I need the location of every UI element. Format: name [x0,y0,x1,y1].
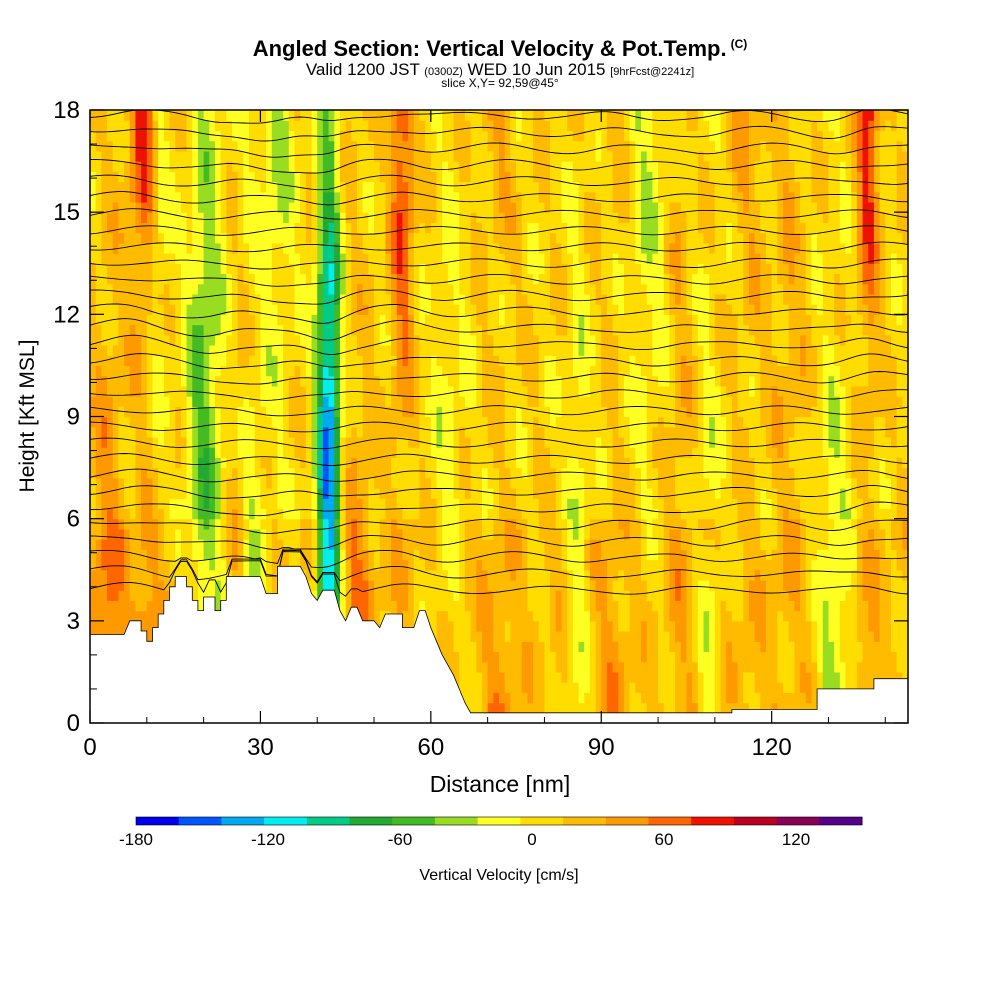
colorbar-label: Vertical Velocity [cm/s] [419,867,578,884]
colorbar-tick-label: -60 [388,830,413,849]
isentrope-line [90,484,908,499]
colorbar-swatch [221,817,265,825]
colorbar-swatch [520,817,564,825]
title-mark: (C) [730,36,748,51]
colorbar-swatch [605,817,649,825]
y-tick-label: 9 [67,404,80,431]
colorbar-swatch [434,817,479,825]
colorbar-swatch [178,817,222,825]
y-tick-label: 6 [67,506,80,533]
terrain-fill [90,565,908,723]
y-tick-label: 12 [53,301,80,328]
x-axis-label: Distance [nm] [430,771,571,797]
slice-label: slice X,Y= 92,59@45° [441,76,559,90]
isentrope-line [90,208,908,220]
isentrope-line [90,289,908,305]
isentrope-line [90,241,908,253]
isentrope-line [90,405,908,417]
isentrope-line [90,158,908,174]
isentrope-line [90,225,908,236]
colorbar: -180 -120 -60 0 60 120 [119,816,863,849]
colorbar-swatch [733,817,778,825]
isentrope-line [90,548,908,569]
isentrope-line [90,501,908,517]
colorbar-tick-label: 0 [527,830,536,849]
y-axis-label: Height [Kft MSL] [16,340,39,493]
isentrope-line [90,125,908,142]
isentrope-line [90,388,908,401]
colorbar-swatch [477,817,521,825]
isentrope-line [90,371,908,385]
y-tick-label: 15 [53,199,80,226]
isentrope-line [90,257,908,270]
colorbar-swatch [648,817,692,825]
colorbar-swatch [392,817,436,825]
isentrope-line [90,518,908,534]
colorbar-tick-label: -120 [251,830,285,849]
x-tick-label: 90 [588,734,615,761]
colorbar-swatch [264,817,308,825]
chart-title: Angled Section: Vertical Velocity & Pot.… [0,36,1000,62]
isentrope-line [90,191,908,206]
y-tick-label: 0 [67,710,80,737]
colorbar-swatch [306,817,350,825]
x-tick-label: 30 [247,734,274,761]
colorbar-tick-label: 120 [782,830,810,849]
title-text: Angled Section: Vertical Velocity & Pot.… [252,36,727,61]
y-tick-label: 3 [67,608,80,635]
colorbar-frame [135,816,863,826]
isentrope-line [90,437,908,450]
isentrope-line [90,549,908,583]
colorbar-swatch [819,817,863,825]
subtitle-utc: (0300Z) [424,66,463,78]
isentrope-line [90,453,908,466]
terrain-mask [90,565,908,723]
colorbar-swatch [776,817,820,825]
colorbar-swatch [136,817,180,825]
colorbar-tick-label: -180 [119,830,153,849]
colorbar-swatch [563,817,607,825]
x-tick-label: 120 [752,734,792,761]
chart-subtitle: Valid 1200 JST (0300Z) WED 10 Jun 2015 [… [0,60,1000,80]
isentrope-line [90,273,908,287]
isentrope-line [90,468,908,483]
x-tick-label: 0 [83,734,96,761]
isentrope-line [90,353,908,369]
isentrope-line [90,303,908,324]
isentrope-contours [90,110,908,597]
isentrope-line [90,174,908,191]
subtitle-date: WED 10 Jun 2015 [467,60,606,79]
x-tick-label: 60 [417,734,444,761]
colorbar-swatch [691,817,735,825]
isentrope-line [90,334,908,355]
axes: 0 30 60 90 120 0 3 6 9 12 15 18 [53,97,908,761]
y-tick-label: 18 [53,97,80,124]
isentrope-line [90,142,908,158]
isentrope-line [90,318,908,341]
isentrope-line [90,421,908,433]
subtitle-valid: Valid 1200 JST [305,60,420,79]
isentrope-line [90,534,908,551]
colorbar-swatch [349,817,393,825]
subtitle-forecast: [9hrFcst@2241z] [610,66,695,78]
colorbar-tick-label: 60 [655,830,674,849]
